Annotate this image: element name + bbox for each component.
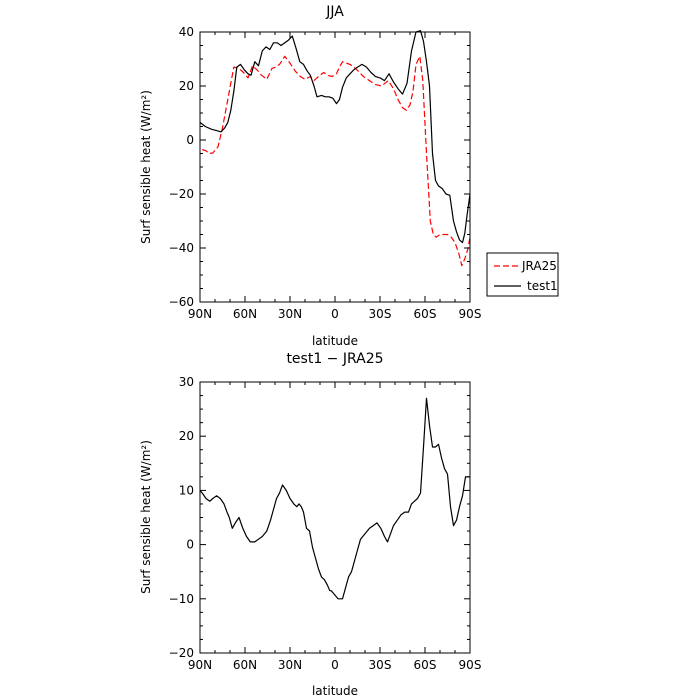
top-y-tick-label: 20: [179, 79, 194, 93]
top-y-tick-label: 0: [186, 133, 194, 147]
top-y-tick-label: 40: [179, 25, 194, 39]
bottom-series-diff-line: [199, 397, 470, 600]
top-x-tick-label: 60S: [414, 307, 437, 321]
bottom-x-tick-label: 90N: [188, 658, 212, 672]
bottom-x-tick-label: 0: [331, 658, 339, 672]
bottom-chart-panel: test1 − JRA25 90N 60N 30N 0 30S 60S 90S −20 −10 0…: [139, 351, 481, 698]
bottom-y-tick-label: −10: [169, 592, 194, 606]
top-x-tick-label: 90S: [459, 307, 482, 321]
bottom-x-tick-label: 30S: [369, 658, 392, 672]
bottom-x-tick-label: 60N: [233, 658, 257, 672]
top-chart-xlabel: latitude: [312, 334, 358, 348]
top-chart-panel: JJA 90N 60N 30N 0 30S 60S 90S −60 −40 −20 0 20 40 la…: [139, 4, 481, 348]
bottom-x-tick-label: 30N: [278, 658, 302, 672]
bottom-x-tick-label: 60S: [414, 658, 437, 672]
top-x-tick-label: 30N: [278, 307, 302, 321]
top-x-tick-label: 60N: [233, 307, 257, 321]
bottom-chart-xlabel: latitude: [312, 684, 358, 698]
legend: JRA25 test1: [486, 252, 559, 297]
legend-label-jra25: JRA25: [521, 259, 557, 273]
bottom-y-tick-label: 30: [179, 375, 194, 389]
bottom-y-tick-label: 20: [179, 429, 194, 443]
top-series-jra25-line: [202, 55, 471, 267]
bottom-chart-title: test1 − JRA25: [286, 351, 383, 367]
bottom-y-tick-label: 0: [186, 538, 194, 552]
bottom-chart-ylabel: Surf sensible heat (W/m²): [139, 440, 153, 594]
legend-label-test1: test1: [527, 279, 558, 293]
top-x-tick-label: 30S: [369, 307, 392, 321]
legend-box: [486, 252, 559, 297]
top-x-tick-label: 90N: [188, 307, 212, 321]
top-chart-frame: [199, 31, 471, 303]
top-y-tick-label: −60: [169, 295, 194, 309]
bottom-y-tick-label: −20: [169, 646, 194, 660]
bottom-x-tick-label: 90S: [459, 658, 482, 672]
top-series-test1-line: [199, 30, 471, 244]
top-chart-ylabel: Surf sensible heat (W/m²): [139, 90, 153, 244]
top-x-tick-label: 0: [331, 307, 339, 321]
top-chart-title: JJA: [325, 4, 344, 20]
bottom-y-tick-label: 10: [179, 483, 194, 497]
top-y-tick-label: −20: [169, 187, 194, 201]
top-y-tick-label: −40: [169, 241, 194, 255]
